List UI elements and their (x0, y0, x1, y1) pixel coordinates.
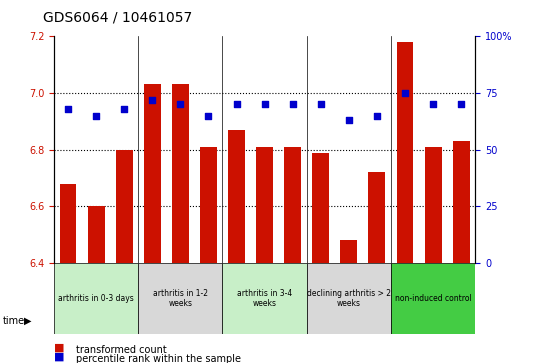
Point (232, 101, 241, 107)
Bar (312, 152, 329, 263)
Text: declining arthritis > 2
weeks: declining arthritis > 2 weeks (307, 289, 391, 308)
Bar (424, 147, 442, 263)
Bar (172, 85, 189, 263)
FancyBboxPatch shape (391, 263, 475, 334)
FancyBboxPatch shape (307, 263, 391, 334)
Bar (256, 147, 273, 263)
Point (92, 113, 100, 119)
Bar (59, 184, 77, 263)
Point (288, 101, 297, 107)
Point (120, 106, 129, 112)
FancyBboxPatch shape (54, 263, 138, 334)
FancyBboxPatch shape (222, 263, 307, 334)
Point (148, 97, 157, 103)
FancyBboxPatch shape (138, 263, 222, 334)
Text: arthritis in 3-4
weeks: arthritis in 3-4 weeks (237, 289, 292, 308)
Point (64, 106, 72, 112)
Bar (368, 172, 386, 263)
Bar (200, 147, 217, 263)
Text: percentile rank within the sample: percentile rank within the sample (76, 354, 241, 363)
Point (373, 113, 381, 119)
Point (401, 90, 409, 96)
Text: ■: ■ (54, 342, 64, 352)
Text: ▶: ▶ (24, 316, 32, 326)
Point (204, 113, 213, 119)
Point (316, 101, 325, 107)
Text: arthritis in 1-2
weeks: arthritis in 1-2 weeks (153, 289, 208, 308)
Point (260, 101, 269, 107)
Text: transformed count: transformed count (76, 345, 166, 355)
Bar (284, 147, 301, 263)
Point (429, 101, 437, 107)
Text: ■: ■ (54, 351, 64, 362)
Bar (228, 130, 245, 263)
Text: time: time (3, 316, 25, 326)
Bar (144, 85, 161, 263)
Point (176, 101, 185, 107)
Bar (87, 207, 105, 263)
Text: arthritis in 0-3 days: arthritis in 0-3 days (58, 294, 134, 303)
Point (345, 117, 353, 123)
Point (457, 101, 465, 107)
Bar (340, 240, 357, 263)
Text: GDS6064 / 10461057: GDS6064 / 10461057 (43, 11, 192, 25)
Bar (116, 150, 133, 263)
Bar (453, 141, 470, 263)
Text: non-induced control: non-induced control (395, 294, 471, 303)
Bar (396, 42, 414, 263)
